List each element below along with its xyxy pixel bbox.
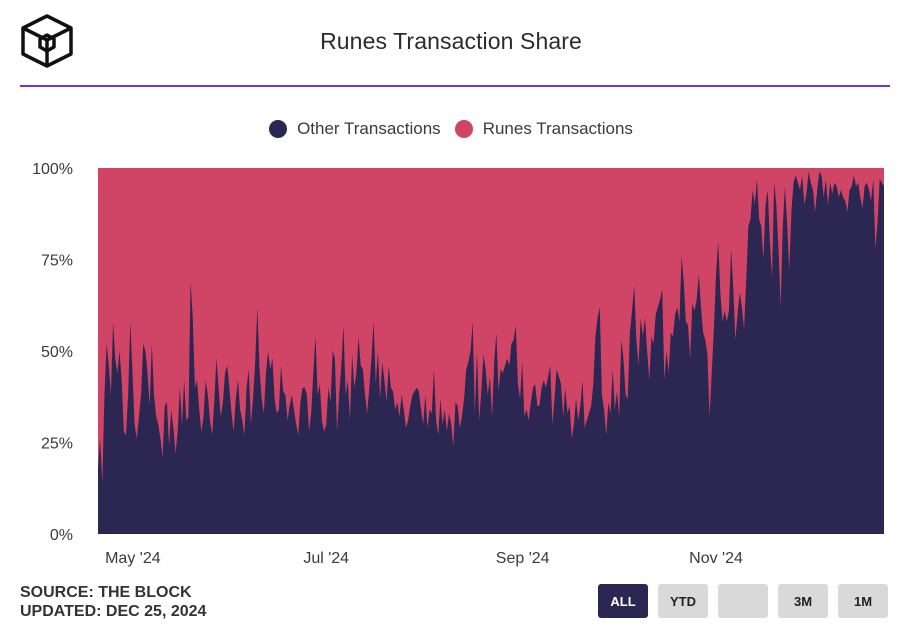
chart-title: Runes Transaction Share [320, 28, 582, 54]
legend-item-runes[interactable]: Runes Transactions [454, 119, 633, 139]
x-tick-label: Sep '24 [496, 550, 550, 567]
legend-label-other: Other Transactions [297, 119, 441, 138]
y-tick-label: 75% [41, 253, 73, 270]
y-tick-label: 0% [50, 527, 73, 544]
updated-text: UPDATED: DEC 25, 2024 [20, 603, 207, 620]
range-3m-button[interactable]: 3M [778, 584, 828, 618]
the-block-logo-icon [20, 13, 74, 69]
x-tick-label: Nov '24 [689, 550, 743, 567]
chart-header: Runes Transaction Share [0, 0, 902, 88]
title-divider [20, 85, 890, 87]
y-tick-label: 100% [32, 161, 73, 178]
chart-footer: SOURCE: THE BLOCK UPDATED: DEC 25, 2024 [20, 583, 206, 621]
legend-label-runes: Runes Transactions [482, 119, 633, 138]
source-text: SOURCE: THE BLOCK [20, 584, 192, 601]
legend-swatch-runes [454, 120, 473, 138]
chart-legend: Other Transactions Runes Transactions [0, 119, 902, 139]
x-tick-label: Jul '24 [303, 550, 349, 567]
legend-item-other[interactable]: Other Transactions [269, 119, 441, 139]
legend-swatch-other [269, 120, 288, 138]
y-tick-label: 25% [41, 436, 73, 453]
range-1m-button[interactable]: 1M [838, 584, 888, 618]
range-ytd-button[interactable]: YTD [658, 584, 708, 618]
range-blank-button[interactable] [718, 584, 768, 618]
range-selector: ALL YTD 3M 1M [598, 584, 888, 618]
stacked-area-chart: 0% 25% 50% 75% 100% May '24 Jul '24 Sep '24 Nov … [32, 161, 884, 567]
range-all-button[interactable]: ALL [598, 584, 648, 618]
x-tick-label: May '24 [105, 550, 161, 567]
y-tick-label: 50% [41, 344, 73, 361]
other-area [98, 171, 884, 534]
